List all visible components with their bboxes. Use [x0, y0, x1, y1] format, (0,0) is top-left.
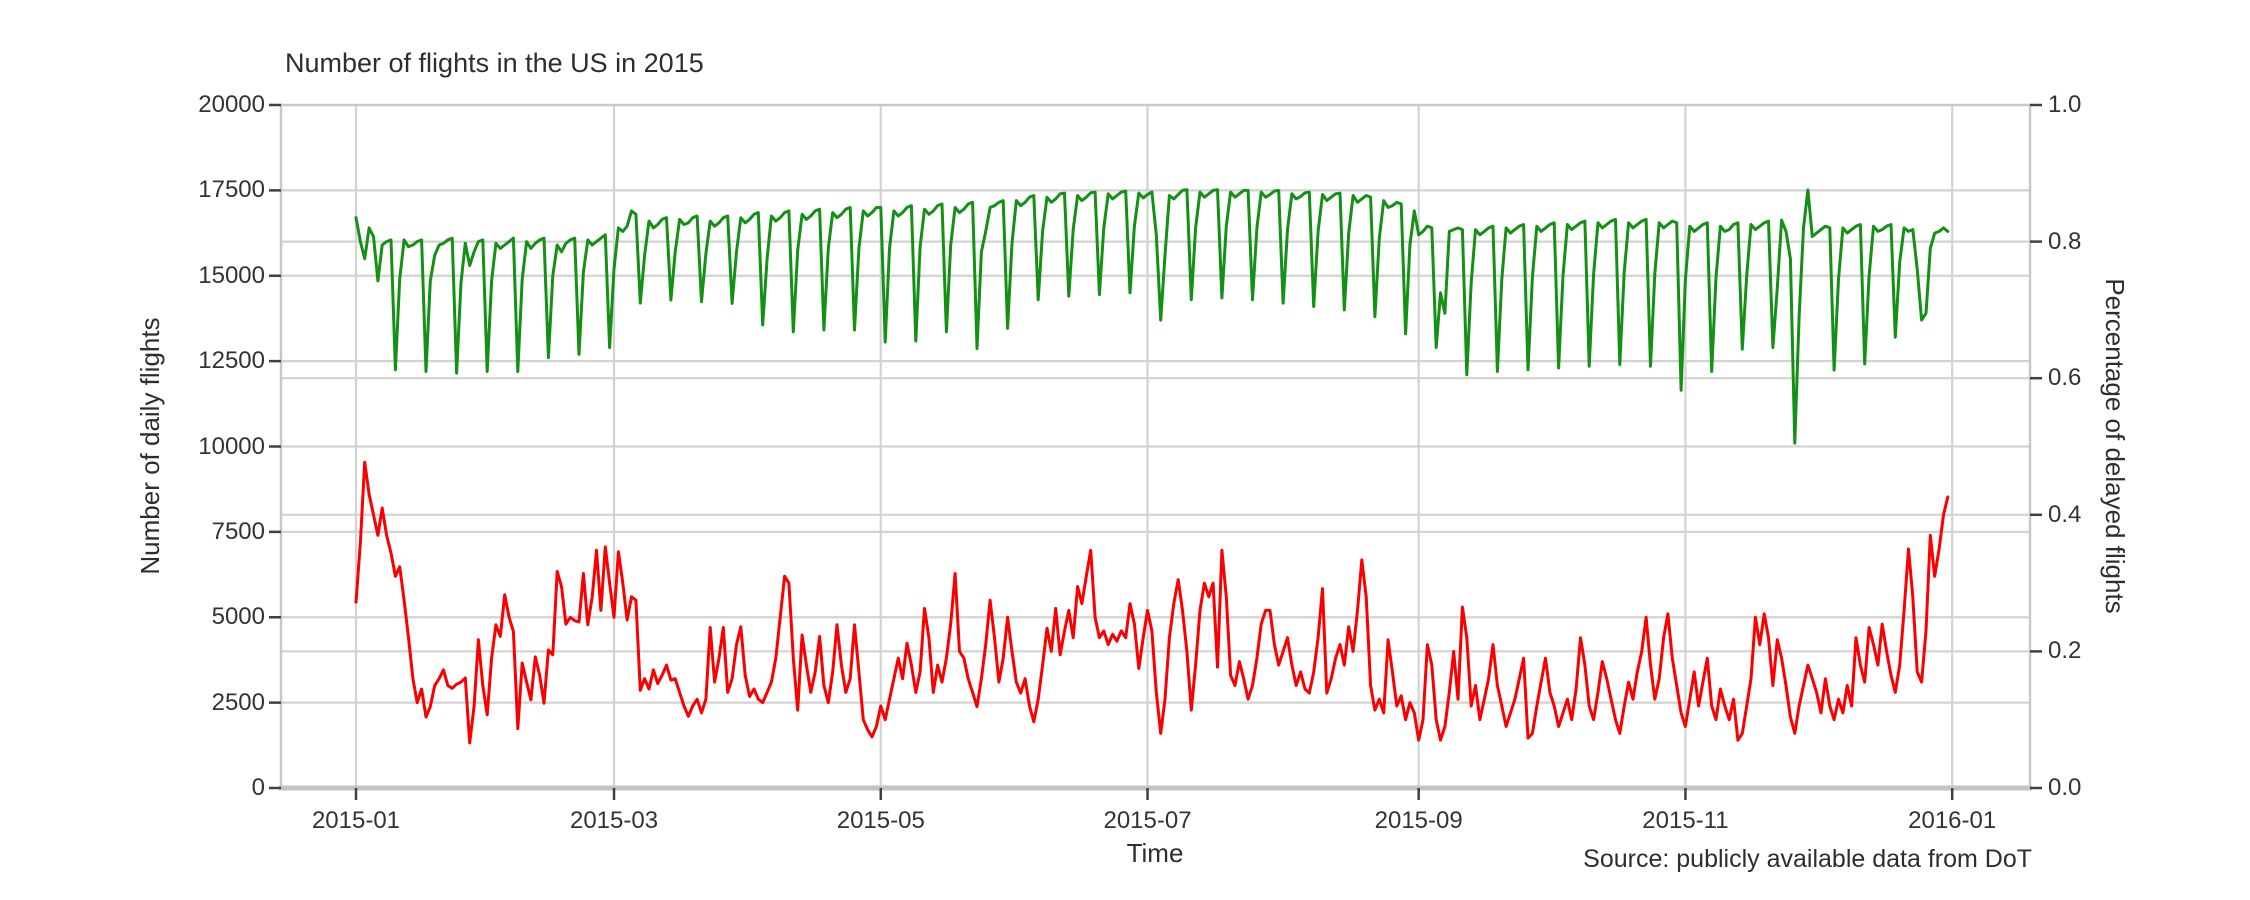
- x-axis-tick-label: 2015-11: [1642, 807, 1729, 834]
- y-axis-right-tick-label: 0.4: [2048, 500, 2082, 528]
- y-axis-right-tick-label: 1.0: [2048, 91, 2082, 118]
- y-axis-left-tick-label: 12500: [198, 347, 265, 375]
- x-axis-tick-label: 2015-03: [569, 807, 659, 834]
- y-axis-left-tick-label: 15000: [198, 261, 265, 289]
- x-axis-tick-label: 2015-05: [836, 807, 925, 834]
- daily-flights-line: [354, 188, 1950, 445]
- x-axis-label: Time: [1126, 838, 1184, 868]
- chart-title: Number of flights in the US in 2015: [285, 48, 704, 78]
- y-axis-right-tick-label: 0.2: [2048, 637, 2082, 665]
- y-axis-left-tick-label: 0: [251, 774, 265, 801]
- delayed-percentage-line: [354, 460, 1950, 745]
- source-note: Source: publicly available data from DoT: [1583, 845, 2032, 873]
- y-axis-left-tick-label: 17500: [198, 176, 265, 204]
- y-axis-right-tick-label: 0.0: [2048, 774, 2082, 801]
- x-axis-tick-label: 2015-07: [1103, 807, 1192, 834]
- y-axis-right-tick-label: 0.6: [2048, 364, 2082, 392]
- x-axis-tick-label: 2016-01: [1908, 807, 1997, 834]
- y-axis-right-tick-label: 0.8: [2048, 227, 2082, 255]
- y-axis-left-tick-label: 20000: [198, 91, 265, 118]
- y-axis-right-label: Percentage of delayed flights: [2100, 278, 2130, 614]
- x-axis-tick-label: 2015-01: [311, 807, 401, 834]
- y-axis-left-tick-label: 5000: [211, 603, 265, 631]
- x-axis-tick-label: 2015-09: [1374, 807, 1463, 834]
- y-axis-left-tick-label: 2500: [211, 688, 265, 716]
- y-axis-left-tick-label: 7500: [211, 517, 265, 545]
- y-axis-left-tick-label: 10000: [198, 432, 265, 460]
